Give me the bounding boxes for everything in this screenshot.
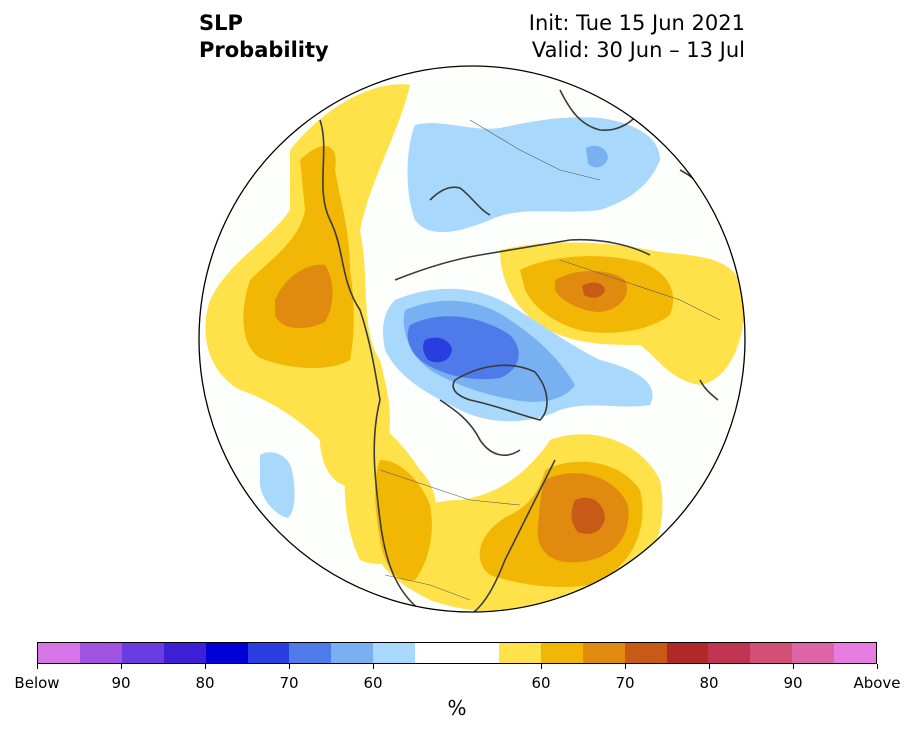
colorbar-label: 70	[279, 674, 299, 692]
colorbar-swatch	[498, 643, 541, 663]
colorbar-swatch	[666, 643, 709, 663]
colorbar-tick	[372, 664, 374, 669]
colorbar-swatch	[205, 643, 248, 663]
title-product: Probability	[199, 38, 329, 62]
colorbar-label: 80	[699, 674, 719, 692]
map-dates: Init: Tue 15 Jun 2021 Valid: 30 Jun – 13…	[529, 10, 745, 64]
colorbar-label: 80	[195, 674, 215, 692]
colorbar-swatch	[792, 643, 835, 663]
border-asia	[559, 259, 721, 321]
coast-siberia	[394, 238, 651, 281]
colorbar-tick	[876, 664, 878, 669]
colorbar-unit: %	[447, 696, 467, 720]
colorbar-tick	[120, 664, 122, 669]
colorbar-swatch	[834, 643, 877, 663]
colorbar-label: 90	[111, 674, 131, 692]
colorbar-tick	[708, 664, 710, 669]
region-russia-darker	[582, 282, 605, 298]
coast-namerica-east	[469, 459, 556, 612]
init-date: Init: Tue 15 Jun 2021	[528, 11, 745, 35]
polar-map	[198, 65, 746, 613]
colorbar-tick	[288, 664, 290, 669]
colorbar-label: 60	[531, 674, 551, 692]
border-us-canada	[379, 469, 521, 506]
region-hawaii-light	[260, 452, 295, 518]
region-europe-mid	[586, 145, 608, 168]
region-arctic-dark	[407, 316, 519, 380]
colorbar-swatch	[708, 643, 751, 663]
border-us-mexico	[384, 574, 471, 601]
coastlines	[319, 89, 721, 612]
colorbar-label: 60	[363, 674, 383, 692]
title-variable: SLP	[199, 11, 243, 35]
colorbar-tick	[36, 664, 38, 669]
colorbar-swatch	[415, 643, 499, 663]
colorbar-swatch	[79, 643, 122, 663]
valid-period: Valid: 30 Jun – 13 Jul	[531, 38, 745, 62]
colorbar-swatch	[582, 643, 625, 663]
coast-alaska	[319, 119, 381, 401]
region-atlantic-darker	[571, 497, 605, 534]
colorbar-swatch	[624, 643, 667, 663]
region-arctic-darker	[423, 337, 452, 363]
colorbar-label: Above	[853, 674, 901, 692]
colorbar-label: 70	[615, 674, 635, 692]
colorbar-label: 90	[783, 674, 803, 692]
region-europe-light	[407, 117, 660, 233]
colorbar-swatch	[247, 643, 290, 663]
coast-scandinavia	[429, 186, 491, 216]
probability-shading	[205, 84, 745, 612]
colorbar-swatch	[163, 643, 206, 663]
colorbar-swatch	[289, 643, 332, 663]
colorbar-tick	[540, 664, 542, 669]
region-pacific-dark	[275, 264, 333, 329]
coast-greenland	[452, 364, 548, 421]
borders	[379, 119, 721, 601]
coast-namerica-west	[373, 399, 421, 611]
colorbar-swatch	[121, 643, 164, 663]
globe-outline	[198, 65, 746, 613]
colorbar-swatch	[38, 643, 80, 663]
colorbar-swatch	[750, 643, 793, 663]
region-namerica-mid	[375, 460, 432, 581]
colorbar-label: Below	[14, 674, 60, 692]
colorbar-tick	[792, 664, 794, 669]
coast-arctic-islands	[439, 399, 521, 456]
colorbar-swatch	[540, 643, 583, 663]
map-title: SLP Probability	[199, 10, 329, 64]
colorbar	[37, 642, 877, 664]
colorbar-tick	[624, 664, 626, 669]
colorbar-swatch	[331, 643, 374, 663]
colorbar-tick	[204, 664, 206, 669]
border-europe	[469, 119, 601, 181]
coast-japan	[699, 379, 719, 401]
colorbar-swatch	[373, 643, 416, 663]
